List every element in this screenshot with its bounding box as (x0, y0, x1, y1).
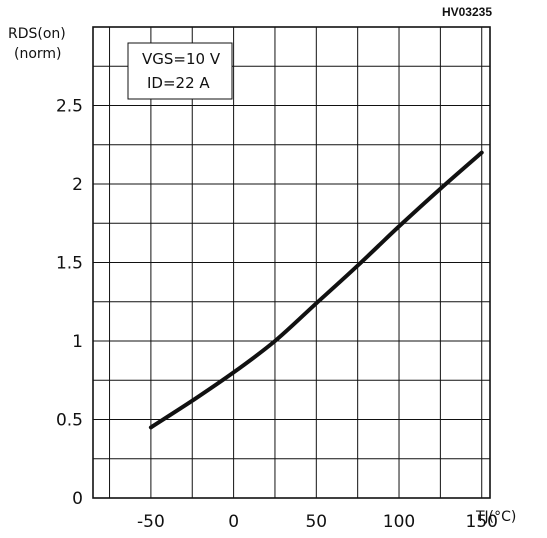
x-tick-label: 150 (466, 512, 498, 532)
x-tick-label: 0 (228, 512, 239, 532)
figure-code: HV03235 (442, 5, 492, 19)
rds-on-curve (148, 150, 484, 430)
y-tick-label: 2 (72, 175, 83, 195)
y-tick-label: 0 (72, 489, 83, 509)
tick-labels: -50 0 50 100 150 0 0.5 1 1.5 2 2.5 (56, 97, 498, 533)
id-condition: ID=22 A (147, 74, 210, 92)
plot-frame (92, 26, 491, 499)
y-axis-label-line2: (norm) (14, 46, 62, 62)
x-tick-label: 100 (383, 512, 415, 532)
x-axis-label: TJ(°C) (475, 509, 516, 525)
y-tick-label: 2.5 (56, 97, 83, 117)
y-axis-label-line1: RDS(on) (8, 26, 66, 42)
y-tick-label: 1 (72, 332, 83, 352)
x-tick-label: -50 (137, 512, 165, 532)
y-tick-label: 1.5 (56, 254, 83, 274)
series (148, 150, 484, 430)
y-tick-label: 0.5 (56, 411, 83, 431)
vgs-condition: VGS=10 V (142, 50, 221, 68)
condition-legend: VGS=10 V ID=22 A (127, 42, 233, 100)
x-tick-label: 50 (305, 512, 327, 532)
